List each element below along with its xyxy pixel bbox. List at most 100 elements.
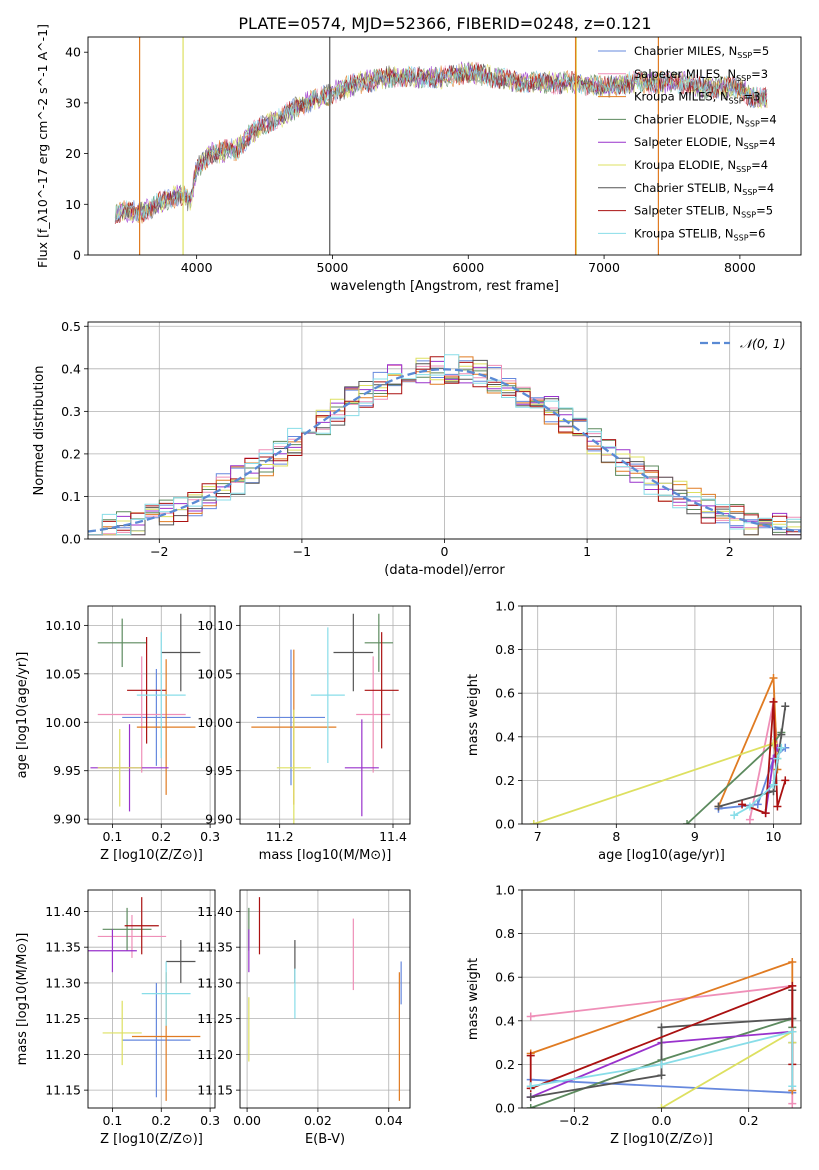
age-vs-mass-ytick-label: 9.90 — [205, 812, 233, 827]
spectrum-xtick-label: 4000 — [181, 260, 213, 275]
weight-marker — [769, 697, 778, 706]
mass-vs-Z-points — [88, 897, 201, 1101]
weight-marker — [526, 1082, 535, 1091]
mass-vs-Z-ytick-label: 11.25 — [45, 1011, 81, 1026]
residuals-axes: −2 −1 0 1 2 0.0 0.1 0.2 0.3 0.4 0.5 — [61, 319, 801, 559]
weight-marker — [788, 1082, 797, 1091]
normal-curve — [88, 368, 801, 533]
age-vs-Z-ylabel: age [log10(age/yr)] — [15, 652, 30, 779]
weight-vs-age-xtick-label: 10 — [766, 829, 782, 844]
age-vs-mass-points — [251, 613, 399, 824]
age-vs-Z-points — [90, 613, 201, 812]
legend-subscript: SSP — [736, 74, 751, 83]
weight-marker — [526, 1104, 535, 1108]
residual-steps — [88, 354, 801, 536]
weight-line — [530, 1030, 794, 1088]
weight-vs-age-xtick-label: 8 — [612, 829, 620, 844]
residuals-ytick-label: 0.2 — [61, 446, 81, 461]
weight-marker — [769, 780, 778, 789]
spectrum-xtick-label: 6000 — [452, 260, 484, 275]
weight-marker — [777, 743, 786, 752]
age-vs-mass-ytick-label: 10.05 — [197, 666, 233, 681]
legend-entry: Salpeter ELODIE, NSSP=4 — [634, 135, 776, 151]
weight-marker — [781, 702, 790, 711]
age-vs-mass-axes: 11.2 11.4 9.90 9.95 10.00 10.05 10.10 — [197, 606, 410, 844]
mass-vs-Z-ytick-label: 11.40 — [45, 904, 81, 919]
age-vs-Z-axes: 0.1 0.2 0.3 9.90 9.95 10.00 10.05 10.10 — [45, 606, 220, 844]
age-vs-mass-xtick-label: 11.2 — [266, 829, 294, 844]
weight-marker — [738, 800, 747, 809]
weight-vs-Z-xtick-label: 0.2 — [739, 1113, 759, 1128]
spectrum-frame — [87, 36, 802, 256]
weight-vs-Z-ytick-label: 0.6 — [495, 970, 515, 985]
residuals-xtick-label: 2 — [726, 544, 734, 559]
legend-subscript: SSP — [742, 188, 757, 197]
legend-entry: Salpeter MILES, NSSP=3 — [634, 67, 768, 83]
legend-entry: Kroupa ELODIE, NSSP=4 — [634, 158, 768, 174]
spectrum-ytick-label: 20 — [65, 146, 81, 161]
weight-marker — [529, 820, 538, 824]
age-vs-Z-ytick-label: 10.05 — [45, 666, 81, 681]
legend-subscript: SSP — [744, 142, 759, 151]
mass-vs-EBV-ytick-label: 11.20 — [197, 1047, 233, 1062]
mass-vs-EBV-ytick-label: 11.40 — [197, 904, 233, 919]
legend-subscript: SSP — [729, 97, 744, 106]
mass-vs-Z-ytick-label: 11.20 — [45, 1047, 81, 1062]
age-vs-Z-ytick-label: 9.90 — [53, 812, 81, 827]
weight-marker — [657, 1023, 666, 1032]
mass-vs-Z-ytick-label: 11.15 — [45, 1083, 81, 1098]
residuals-xtick-label: −1 — [293, 544, 311, 559]
weight-vs-age-ytick-label: 0.8 — [495, 642, 515, 657]
weight-marker — [745, 802, 754, 811]
residuals-xtick-label: −2 — [150, 544, 168, 559]
weight-vs-age-xtick-label: 7 — [534, 829, 542, 844]
residuals-xtick-label: 1 — [583, 544, 591, 559]
legend-entry: Kroupa STELIB, NSSP=6 — [634, 226, 765, 242]
mass-vs-EBV-xtick-label: 0.04 — [375, 1113, 403, 1128]
figure-title: PLATE=0574, MJD=52366, FIBERID=0248, z=0… — [238, 14, 651, 33]
legend-entry: Chabrier ELODIE, NSSP=4 — [634, 112, 777, 128]
age-vs-Z-frame — [87, 605, 216, 825]
mass-vs-EBV-points — [248, 897, 402, 1101]
weight-line — [661, 1030, 794, 1108]
residuals-xlabel: (data-model)/error — [384, 563, 505, 578]
weight-marker — [769, 673, 778, 682]
weight-vs-Z-ytick-label: 0.4 — [495, 1013, 515, 1028]
age-vs-Z-ytick-label: 10.00 — [45, 715, 81, 730]
residuals-ytick-label: 0.0 — [61, 532, 81, 547]
legend-suffix: =5 — [756, 204, 773, 218]
spectrum-xtick-label: 5000 — [317, 260, 349, 275]
mass-vs-EBV-ytick-label: 11.25 — [197, 1011, 233, 1026]
residuals-ylabel: Normed distribution — [32, 366, 47, 496]
weight-vs-age-ytick-label: 0.4 — [495, 729, 515, 744]
age-vs-Z-xlabel: Z [log10(Z/Z⊙)] — [100, 848, 203, 863]
weight-vs-Z-ytick-label: 0.0 — [495, 1101, 515, 1116]
age-vs-mass-ytick-label: 9.95 — [205, 763, 233, 778]
spectrum-ytick-label: 30 — [65, 95, 81, 110]
age-vs-Z-xtick-label: 0.3 — [200, 829, 220, 844]
weight-marker — [777, 730, 786, 739]
legend-subscript: SSP — [734, 233, 749, 242]
mass-vs-EBV-ytick-label: 11.30 — [197, 975, 233, 990]
legend-suffix: =4 — [759, 135, 776, 149]
residual-histogram — [88, 354, 801, 536]
weight-marker — [657, 1071, 666, 1080]
mass-vs-EBV-frame — [239, 889, 411, 1109]
spectrum-axes: 4000 5000 6000 7000 8000 0 10 20 30 40 — [65, 45, 756, 275]
legend-entry: Chabrier STELIB, NSSP=4 — [634, 181, 774, 197]
weight-vs-Z-xtick-label: −0.2 — [559, 1113, 589, 1128]
legend-subscript: SSP — [745, 119, 760, 128]
mass-vs-Z-xlabel: Z [log10(Z/Z⊙)] — [100, 1132, 203, 1147]
age-vs-Z-ytick-label: 9.95 — [53, 763, 81, 778]
legend-entry: 𝒩(0, 1) — [740, 336, 786, 351]
age-vs-mass-ytick-label: 10.00 — [197, 715, 233, 730]
mass-vs-Z-ylabel: mass [log10(M/M⊙)] — [15, 933, 30, 1066]
weight-marker — [657, 1060, 666, 1069]
weight-vs-Z-ytick-label: 0.2 — [495, 1057, 515, 1072]
weight-marker — [753, 800, 762, 809]
weight-marker — [773, 802, 782, 811]
weight-marker — [526, 1051, 535, 1060]
spectrum-ytick-label: 0 — [73, 248, 81, 263]
mass-vs-Z-xtick-label: 0.1 — [102, 1113, 122, 1128]
